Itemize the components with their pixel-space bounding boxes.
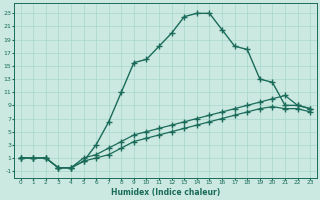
- X-axis label: Humidex (Indice chaleur): Humidex (Indice chaleur): [111, 188, 220, 197]
